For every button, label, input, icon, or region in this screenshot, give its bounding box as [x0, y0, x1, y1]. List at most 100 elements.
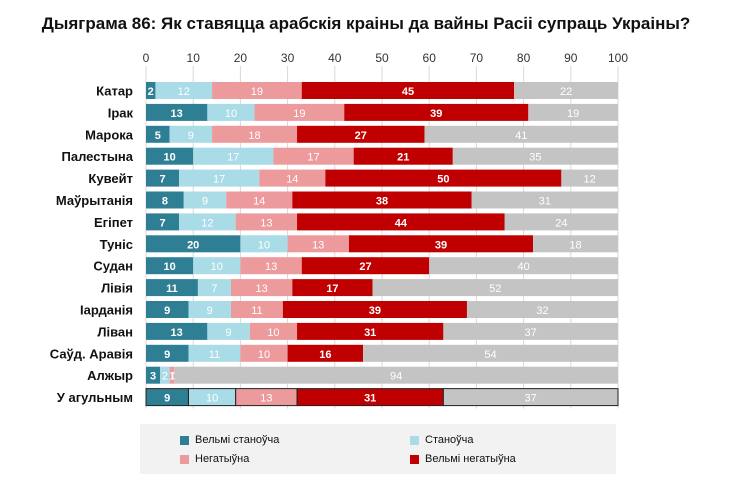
- data-label: 11: [251, 305, 262, 317]
- bar-segment: [212, 82, 302, 99]
- legend-label-negative: Негатыўна: [195, 453, 250, 465]
- data-label: 13: [260, 393, 272, 405]
- data-label: 13: [171, 327, 183, 339]
- bar-segment: [146, 147, 194, 165]
- data-label: 10: [163, 261, 175, 273]
- chart-title: Дыяграма 86: Як ставяцца арабскія краіны…: [41, 14, 691, 33]
- data-label: 27: [355, 130, 367, 142]
- bar-segment: [240, 235, 288, 253]
- legend-label-positive: Станоўча: [425, 434, 474, 446]
- bar-segment: [146, 235, 241, 253]
- bar-segment: [344, 103, 529, 121]
- legend-item-positive: Станоўча: [410, 434, 474, 446]
- data-label: 13: [256, 283, 268, 295]
- category-label: Ліван: [97, 324, 133, 339]
- bar-segment: [169, 125, 213, 143]
- bar-segment: [533, 235, 618, 253]
- data-label: 54: [484, 349, 496, 361]
- x-tick-label: 20: [234, 51, 248, 65]
- data-label: 9: [207, 305, 213, 317]
- bar-segment: [146, 191, 184, 209]
- bar-segment: [146, 322, 208, 340]
- data-label: 37: [525, 393, 537, 405]
- legend-label-very-positive: Вельмі станоўча: [195, 434, 280, 446]
- category-label: У агульным: [57, 390, 133, 405]
- bar-segment: [188, 301, 231, 318]
- category-label: Кувейт: [88, 171, 133, 186]
- bar-segment: [297, 213, 505, 231]
- bar-segment: [301, 257, 430, 275]
- data-label: 12: [201, 217, 213, 229]
- bar-segment: [207, 322, 250, 340]
- bar-segment: [353, 147, 453, 165]
- legend-item-negative: Негатыўна: [180, 453, 249, 465]
- data-label: 19: [251, 86, 263, 98]
- data-label: 18: [569, 239, 581, 251]
- bar-segment: [297, 322, 444, 340]
- data-label: 7: [159, 174, 165, 186]
- data-label: 10: [267, 327, 279, 339]
- data-label: 10: [206, 393, 218, 405]
- data-label: 10: [258, 349, 270, 361]
- bar-segment: [197, 279, 231, 297]
- data-label: 31: [539, 196, 551, 208]
- bar-segment: [146, 125, 170, 143]
- bar-segment: [297, 125, 425, 143]
- legend-swatch-very-positive: [180, 435, 189, 445]
- data-label: 94: [390, 371, 402, 383]
- bar-segment: [240, 344, 288, 362]
- data-label: 2: [148, 86, 154, 98]
- data-label: 21: [397, 152, 409, 164]
- bar-segment: [146, 301, 189, 318]
- category-label: Ірак: [108, 105, 134, 120]
- bar-segment: [561, 169, 618, 187]
- bar-segment: [207, 103, 255, 121]
- bar-segment: [259, 169, 326, 187]
- data-label: 1: [169, 371, 175, 383]
- bar-segment: [504, 213, 618, 231]
- bar-segment: [235, 213, 298, 231]
- bar-segment: [146, 213, 180, 231]
- bar-segment: [146, 169, 180, 187]
- bar-segment: [212, 125, 298, 143]
- category-label: Лівія: [101, 281, 133, 296]
- x-tick-label: 80: [517, 51, 531, 65]
- bar-segment: [179, 213, 236, 231]
- bar-segment: [193, 257, 241, 275]
- category-label: Марока: [85, 127, 134, 142]
- data-label: 17: [326, 283, 338, 295]
- bar-segment: [146, 103, 208, 121]
- data-label: 10: [258, 239, 270, 251]
- x-tick-label: 100: [608, 51, 628, 65]
- data-label: 39: [435, 239, 447, 251]
- data-label: 45: [402, 86, 414, 98]
- category-label: Іарданія: [80, 303, 133, 318]
- x-tick-label: 40: [328, 51, 342, 65]
- legend-swatch-negative: [180, 454, 189, 464]
- bar-segment: [471, 191, 618, 209]
- bar-segment: [301, 82, 515, 99]
- bar-segment: [174, 366, 618, 384]
- x-tick-label: 90: [564, 51, 578, 65]
- data-label: 24: [555, 217, 567, 229]
- data-label: 9: [164, 305, 170, 317]
- bar-segment: [183, 191, 227, 209]
- data-label: 7: [159, 217, 165, 229]
- data-label: 9: [164, 393, 170, 405]
- category-label: Саўд. Аравія: [50, 346, 133, 361]
- data-label: 40: [517, 261, 529, 273]
- category-label: Егіпет: [94, 215, 133, 230]
- legend-swatch-very-negative: [410, 454, 419, 464]
- bar-segment: [292, 279, 373, 297]
- category-label: Палестына: [62, 149, 134, 164]
- data-label: 13: [171, 108, 183, 120]
- bar-segment: [179, 169, 260, 187]
- data-label: 20: [187, 239, 199, 251]
- data-label: 9: [188, 130, 194, 142]
- data-label: 13: [260, 217, 272, 229]
- bar-segment: [146, 344, 189, 362]
- bar-segment: [424, 125, 618, 143]
- category-label: Судан: [93, 259, 133, 274]
- data-label: 17: [213, 174, 225, 186]
